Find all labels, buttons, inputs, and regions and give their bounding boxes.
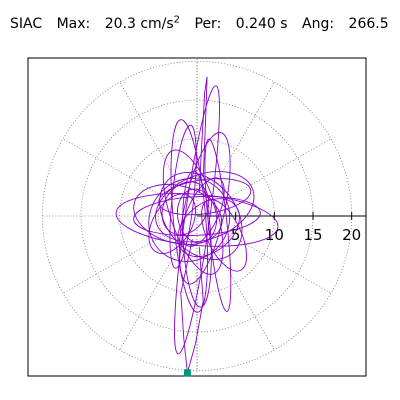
max-value: 20.3 cm/s2 [104,14,181,32]
trace-upper-spike [198,76,208,193]
trace-loop [177,198,240,257]
r-tick-label-20: 20 [342,226,361,244]
grid-spoke-30 [230,138,332,198]
grid-spoke-240 [119,249,179,351]
angle-value: 266.5 [348,15,389,32]
trace-loop [133,195,261,237]
period-label: Per: [194,15,222,32]
peak-marker-group [183,369,191,377]
grid-spoke-330 [230,234,332,294]
trace-loop [155,171,255,243]
trace-loop [159,172,243,260]
max-exponent: 2 [173,14,181,25]
trace-loop [176,188,218,244]
grid-spoke-120 [119,81,179,183]
grid-spoke-210 [62,234,164,294]
trace-loop [148,177,231,262]
plot-frame [27,57,367,377]
period-value: 0.240 s [235,15,288,32]
station-name: SIAC [10,15,43,32]
chart-title: SIAC Max: 20.3 cm/s2 Per: 0.240 s Ang: 2… [10,14,399,32]
r-tick-label-5: 5 [231,226,241,244]
axes [196,59,366,373]
trace-loop [170,119,208,313]
motion-trace [115,76,279,373]
grid-spoke-60 [215,81,275,183]
angle-label: Ang: [302,15,335,32]
trace-loop [148,193,197,254]
trace-loop [182,170,212,308]
grid-spoke-150 [62,138,164,198]
trace-loop [158,178,252,216]
trace-loop [204,138,232,312]
grid-spoke-300 [215,249,275,351]
max-label: Max: [56,15,91,32]
r-tick-label-10: 10 [265,226,284,244]
trace-loop [201,199,247,272]
radial-ticks: 5 10 15 20 [231,212,361,244]
trace-peak-spike [180,239,204,373]
peak-marker [183,369,191,377]
trace-loop [169,124,197,269]
r-tick-label-15: 15 [303,226,322,244]
